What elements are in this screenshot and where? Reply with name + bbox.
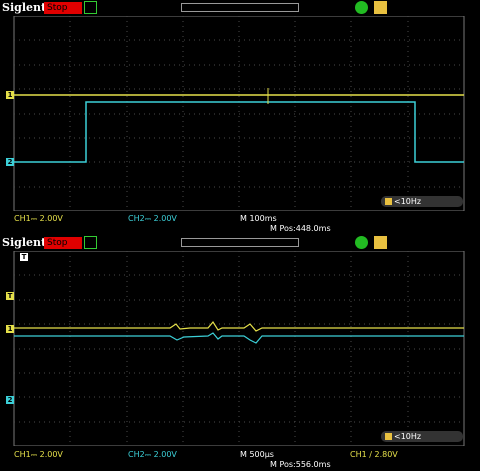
timebase: M 100ms bbox=[240, 214, 277, 223]
ch1-level-marker[interactable]: 1 bbox=[6, 325, 14, 333]
print-icon bbox=[374, 1, 387, 14]
gear-icon bbox=[385, 198, 392, 205]
gear-icon bbox=[385, 433, 392, 440]
ch2-scale: CH2⎓ 2.00V bbox=[128, 214, 177, 223]
ch2-level-marker[interactable]: 2 bbox=[6, 396, 14, 404]
waveform-display-2 bbox=[13, 251, 465, 446]
memory-overview-bar bbox=[181, 238, 299, 247]
graticule-grid bbox=[14, 16, 464, 211]
trigger-mode-icon bbox=[84, 236, 97, 249]
trigger-level-marker[interactable]: T bbox=[6, 292, 14, 300]
ch1-level-marker[interactable]: 1 bbox=[6, 91, 14, 99]
trigger-mode-icon bbox=[84, 1, 97, 14]
waveform-display-1 bbox=[13, 16, 465, 211]
scope-panel-1: Siglent Stop 1 2 <10Hz CH1⎓ 2.00V CH2⎓ 2… bbox=[0, 0, 480, 233]
ch2-scale: CH2⎓ 2.00V bbox=[128, 450, 177, 459]
ch2-trace bbox=[14, 332, 464, 344]
frequency-readout: <10Hz bbox=[381, 196, 463, 207]
panel2-header: Siglent Stop bbox=[0, 235, 480, 251]
print-icon bbox=[374, 236, 387, 249]
timebase: M 500µs bbox=[240, 450, 274, 459]
trigger-time-marker[interactable]: T bbox=[20, 253, 28, 261]
panel1-header: Siglent Stop bbox=[0, 0, 480, 16]
ch1-scale: CH1⎓ 2.00V bbox=[14, 214, 63, 223]
graticule-grid bbox=[14, 251, 464, 446]
scope-panel-2: Siglent Stop T T 1 2 <10Hz CH1⎓ 2.00V CH… bbox=[0, 235, 480, 471]
ch2-level-marker[interactable]: 2 bbox=[6, 158, 14, 166]
trigger-setting: CH1 ∕ 2.80V bbox=[350, 450, 398, 459]
main-position: M Pos:448.0ms bbox=[270, 224, 331, 233]
brand-logo: Siglent bbox=[2, 1, 47, 14]
run-status-icon bbox=[355, 1, 368, 14]
run-stop-badge[interactable]: Stop bbox=[44, 237, 82, 249]
ch2-trace bbox=[14, 101, 464, 163]
frequency-readout: <10Hz bbox=[381, 431, 463, 442]
memory-overview-bar bbox=[181, 3, 299, 12]
ch1-scale: CH1⎓ 2.00V bbox=[14, 450, 63, 459]
run-stop-badge[interactable]: Stop bbox=[44, 2, 82, 14]
brand-logo: Siglent bbox=[2, 236, 47, 249]
run-status-icon bbox=[355, 236, 368, 249]
ch1-trace bbox=[14, 320, 464, 332]
main-position: M Pos:556.0ms bbox=[270, 460, 331, 469]
